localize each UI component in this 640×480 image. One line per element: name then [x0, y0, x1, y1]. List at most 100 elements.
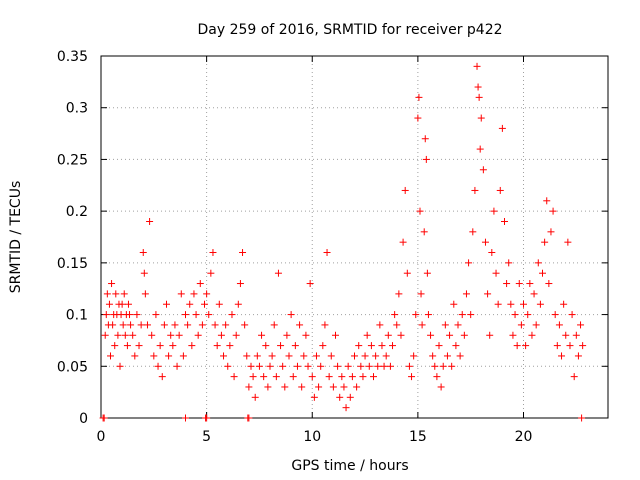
data-point [230, 373, 238, 381]
data-point [213, 342, 221, 350]
data-point [503, 280, 511, 288]
data-point [393, 321, 401, 329]
data-point [471, 186, 479, 194]
data-point [126, 311, 134, 319]
data-point [283, 331, 291, 339]
data-point [140, 269, 148, 277]
data-point [437, 383, 445, 391]
data-point [177, 290, 185, 298]
x-axis-label: GPS time / hours [291, 458, 408, 474]
data-point [541, 238, 549, 246]
data-point [274, 269, 282, 277]
data-point [302, 331, 310, 339]
data-point [539, 269, 547, 277]
data-point [427, 331, 435, 339]
data-point [331, 331, 339, 339]
data-point [543, 197, 551, 205]
plot-frame [100, 55, 609, 419]
data-point [220, 352, 228, 360]
data-point [555, 321, 563, 329]
data-point [429, 352, 437, 360]
data-point [319, 342, 327, 350]
data-point [281, 383, 289, 391]
data-point [150, 352, 158, 360]
data-point [100, 414, 108, 422]
data-point [160, 321, 168, 329]
data-point [374, 362, 382, 370]
data-point [272, 373, 280, 381]
y-tick-label: 0.1 [66, 308, 88, 324]
data-point [443, 352, 451, 360]
data-point [344, 362, 352, 370]
data-point [239, 249, 247, 257]
data-point [182, 311, 189, 319]
data-point [101, 331, 109, 339]
data-point [545, 280, 553, 288]
data-point [325, 373, 333, 381]
data-point [431, 362, 439, 370]
data-point [353, 383, 361, 391]
data-point [310, 393, 318, 401]
data-point [162, 300, 170, 308]
x-tick-label: 5 [202, 429, 211, 445]
data-point [184, 321, 192, 329]
data-point [133, 311, 141, 319]
data-point [474, 83, 482, 91]
data-point [342, 404, 350, 412]
data-point [143, 321, 151, 329]
x-tick-label: 0 [97, 429, 106, 445]
data-point [247, 362, 255, 370]
data-point [566, 342, 574, 350]
data-point [509, 331, 517, 339]
data-point [460, 331, 468, 339]
data-point [456, 352, 464, 360]
data-point [382, 352, 390, 360]
data-point [346, 393, 354, 401]
y-tick-label: 0 [79, 411, 88, 427]
data-point [348, 373, 356, 381]
data-point [129, 331, 137, 339]
data-point [131, 352, 139, 360]
data-point [118, 300, 126, 308]
data-point [469, 228, 477, 236]
data-point [505, 259, 513, 267]
data-point [171, 321, 179, 329]
data-point [458, 311, 466, 319]
data-point [203, 290, 211, 298]
data-point [479, 166, 487, 174]
data-point [260, 373, 268, 381]
data-point [577, 321, 585, 329]
data-point [351, 352, 358, 360]
data-point [454, 321, 462, 329]
data-point [340, 383, 348, 391]
data-point [477, 114, 485, 122]
data-point [372, 352, 380, 360]
data-point [551, 311, 559, 319]
data-point [517, 321, 525, 329]
data-point [530, 290, 538, 298]
data-point [549, 207, 557, 215]
data-point [188, 342, 196, 350]
data-point [403, 269, 411, 277]
data-point [103, 290, 111, 298]
data-point [304, 362, 312, 370]
data-point [116, 362, 124, 370]
data-point [578, 414, 586, 422]
data-point [386, 362, 394, 370]
data-point [522, 342, 530, 350]
data-point [198, 321, 206, 329]
data-point [102, 311, 110, 319]
data-point [107, 352, 115, 360]
data-point [418, 321, 426, 329]
data-point [416, 207, 424, 215]
data-point [217, 331, 225, 339]
data-point [363, 331, 371, 339]
data-point [562, 331, 570, 339]
data-point [498, 124, 506, 132]
data-point [266, 362, 274, 370]
data-point [224, 362, 232, 370]
data-point [255, 362, 263, 370]
data-point [268, 352, 276, 360]
data-point [249, 373, 257, 381]
